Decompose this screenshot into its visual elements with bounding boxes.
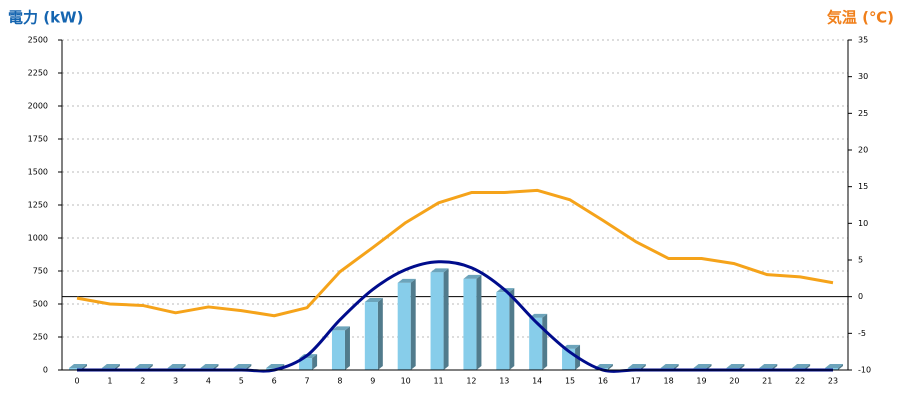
y2-axis-title: 気温 (℃) [827,9,894,27]
bar-side [607,364,613,370]
x-tick-label: 20 [729,377,739,386]
y-tick-label: 1750 [28,135,48,144]
bar-top [430,268,449,273]
line [76,188,834,318]
y-tick-label: 2000 [28,102,48,111]
x-tick-label: 5 [239,377,244,386]
bar-top [397,278,416,283]
x-tick-label: 6 [272,377,277,386]
bar [69,368,82,370]
y-tick-label: 1000 [28,234,48,243]
bar-top [233,364,252,368]
y-tick-label: 0 [43,366,48,375]
bar-top [134,364,153,368]
y2-tick-label: -5 [858,329,866,338]
x-tick-label: 0 [74,377,79,386]
y2-tick-label: 30 [858,72,868,81]
bar-side [344,326,350,370]
x-tick-label: 22 [795,377,805,386]
bar-top [463,274,482,279]
y2-tick-label: 25 [858,109,868,118]
x-tick-label: 11 [433,377,443,386]
y-tick-label: 2250 [28,69,48,78]
x-tick-label: 18 [664,377,674,386]
y-tick-label: 1500 [28,168,48,177]
y2-tick-label: 35 [858,36,868,45]
bar-top [101,364,120,368]
bar-side [838,364,843,370]
y2-tick-label: 10 [858,219,868,228]
bar-side [377,298,383,370]
bar-top [759,364,778,368]
bar [529,317,543,370]
bar-top [693,364,712,368]
x-tick-label: 16 [598,377,608,386]
bar-top [266,364,285,368]
bar-side [509,288,515,370]
x-tick-label: 23 [828,377,838,386]
bar-top [364,298,383,303]
x-tick-label: 7 [305,377,310,386]
bar-top [825,364,843,368]
bar [299,358,313,370]
bar-top [792,364,811,368]
y2-tick-label: 15 [858,182,868,191]
y2-tick-label: -10 [858,366,871,375]
bar-side [246,364,252,370]
bar-top [660,364,679,368]
x-tick-label: 1 [107,377,112,386]
x-tick-label: 3 [173,377,178,386]
bar-side [542,313,548,370]
y2-tick-label: 20 [858,146,868,155]
x-tick-label: 15 [565,377,575,386]
x-tick-label: 2 [140,377,145,386]
x-tick-label: 19 [696,377,706,386]
y-tick-label: 500 [33,300,48,309]
x-tick-label: 13 [499,377,509,386]
x-tick-label: 12 [466,377,476,386]
bar [430,272,444,370]
y-tick-label: 750 [33,267,48,276]
bar-side [443,268,449,370]
y-axis-title: 電力 (kW) [8,9,83,27]
x-tick-label: 4 [206,377,211,386]
y2-tick-label: 0 [858,292,863,301]
bar [397,282,411,370]
bar-side [476,274,482,370]
x-tick-label: 10 [401,377,411,386]
x-tick-label: 9 [370,377,375,386]
x-tick-label: 8 [337,377,342,386]
y2-tick-label: 5 [858,256,863,265]
bar-top [726,364,745,368]
y-tick-label: 1250 [28,201,48,210]
bar-side [410,278,416,370]
bar-top [627,364,646,368]
bar-top [529,313,548,318]
bar-side [312,354,318,370]
bar-top [69,364,87,368]
y-tick-label: 250 [33,333,48,342]
y-tick-label: 2500 [28,36,48,45]
line [76,260,833,373]
bar [364,302,378,370]
x-tick-label: 21 [762,377,772,386]
x-tick-label: 14 [532,377,542,386]
bar-top [200,364,219,368]
bar-top [167,364,186,368]
bar [331,330,345,370]
bar [496,292,510,370]
bar [463,278,477,370]
bar-top [594,364,613,368]
bar-top [331,326,350,331]
x-tick-label: 17 [631,377,641,386]
